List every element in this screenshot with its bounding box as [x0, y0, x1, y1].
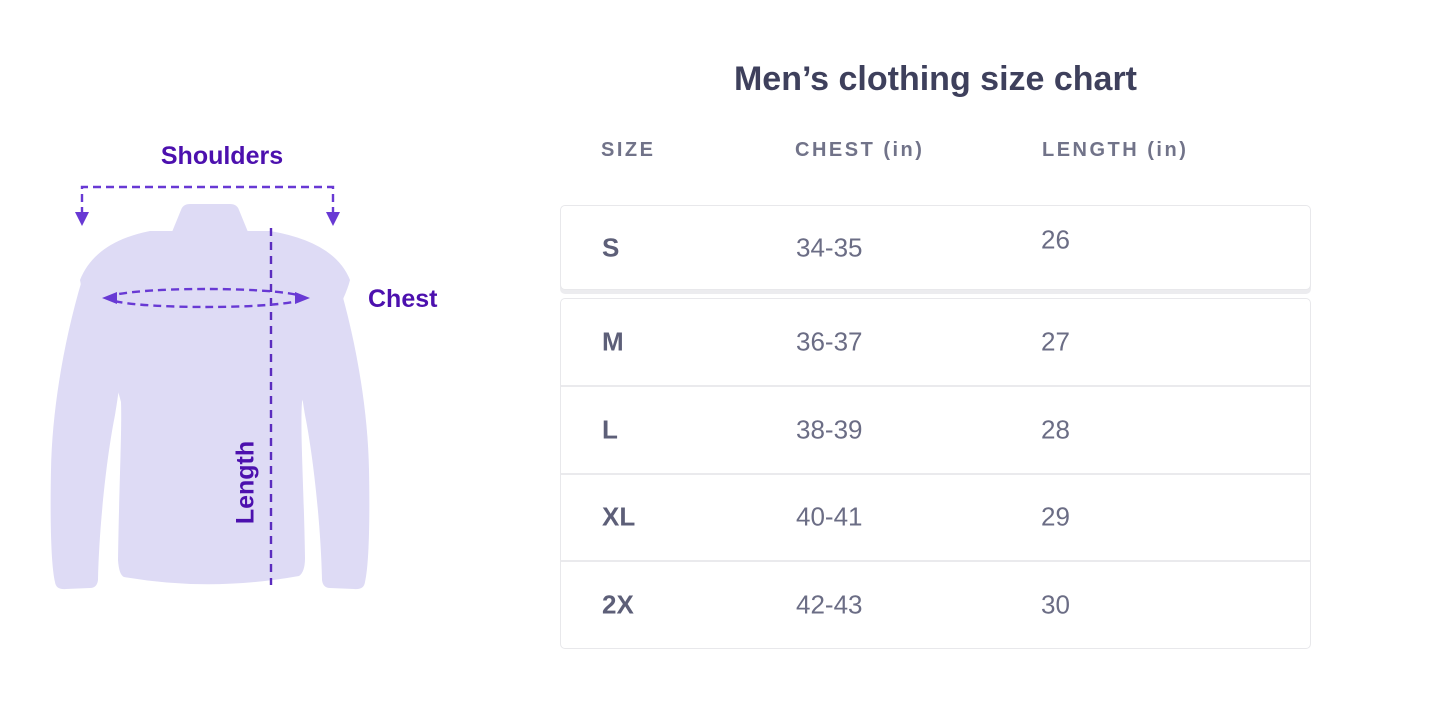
table-row-xl: XL 40-41 29 [561, 472, 1310, 561]
shoulders-measure-line [80, 185, 335, 215]
shirt-illustration [50, 185, 370, 590]
chest-value: 40-41 [796, 501, 863, 532]
size-value: M [602, 326, 624, 357]
length-label: Length [231, 440, 260, 525]
shirt-left-sleeve [50, 233, 145, 590]
page-title: Men’s clothing size chart [733, 60, 1138, 98]
chest-arrow-left-icon [102, 292, 117, 304]
table-header-row: SIZE CHEST (in) LENGTH (in) [560, 139, 1311, 169]
chest-label: Chest [368, 285, 438, 313]
shirt-right-sleeve [275, 233, 370, 590]
length-value: 27 [1041, 326, 1070, 357]
column-header-length: LENGTH (in) [1042, 139, 1189, 161]
shoulders-label: Shoulders [160, 142, 284, 170]
table-row: S 34-35 26 [560, 205, 1311, 290]
size-value: 2X [602, 589, 634, 620]
size-value: S [602, 232, 620, 262]
column-header-size: SIZE [601, 139, 656, 161]
chest-value: 38-39 [796, 414, 863, 445]
shoulder-arrow-right-icon [326, 212, 340, 226]
length-value: 26 [1041, 224, 1070, 255]
chest-value: 42-43 [796, 589, 863, 620]
column-header-chest: CHEST (in) [795, 139, 925, 161]
table-row-m: M 36-37 27 [561, 299, 1310, 385]
length-value: 29 [1041, 501, 1070, 532]
chest-arrow-right-icon [295, 292, 310, 304]
shoulder-arrow-left-icon [75, 212, 89, 226]
table-row-s: S 34-35 26 [561, 206, 1310, 289]
table-row-l: L 38-39 28 [561, 384, 1310, 473]
size-value: L [602, 414, 618, 445]
chest-value: 34-35 [796, 232, 863, 262]
shirt-measurement-diagram: Shoulders Chest Length [0, 0, 520, 725]
length-value: 28 [1041, 414, 1070, 445]
table-body: M 36-37 27 L 38-39 28 XL 40-41 29 2X 42-… [560, 298, 1311, 649]
length-value: 30 [1041, 589, 1070, 620]
shirt-torso [80, 231, 350, 585]
shirt-collar [172, 204, 248, 232]
table-row-2x: 2X 42-43 30 [561, 560, 1310, 648]
chest-value: 36-37 [796, 326, 863, 357]
size-value: XL [602, 501, 636, 532]
